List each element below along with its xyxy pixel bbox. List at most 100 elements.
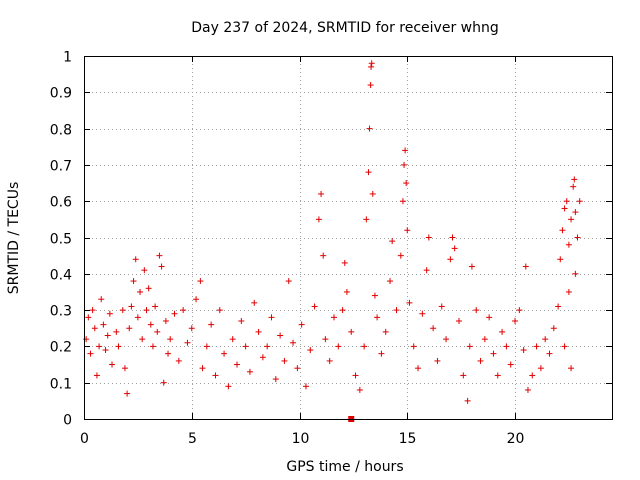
data-point xyxy=(251,299,258,306)
data-point xyxy=(238,317,245,324)
data-point xyxy=(507,361,514,368)
data-point xyxy=(393,307,400,314)
data-point xyxy=(406,299,413,306)
y-axis-label: SRMTID / TECUs xyxy=(6,182,22,295)
data-point xyxy=(486,314,493,321)
data-point xyxy=(109,361,116,368)
data-point xyxy=(546,350,553,357)
data-point xyxy=(320,252,327,259)
data-point xyxy=(171,310,178,317)
data-point xyxy=(193,296,200,303)
y-tick-label: 1 xyxy=(63,50,72,66)
data-point xyxy=(221,350,228,357)
data-point xyxy=(128,303,135,310)
y-tick-label: 0.8 xyxy=(50,123,72,139)
data-point xyxy=(524,386,531,393)
data-point xyxy=(430,325,437,332)
data-point xyxy=(311,303,318,310)
data-point xyxy=(352,372,359,379)
data-point xyxy=(477,357,484,364)
chart-title: Day 237 of 2024, SRMTID for receiver whn… xyxy=(191,20,499,36)
data-point xyxy=(574,234,581,241)
data-point xyxy=(366,125,373,132)
data-point xyxy=(516,307,523,314)
data-point xyxy=(568,216,575,223)
data-point xyxy=(568,365,575,372)
y-tick-label: 0.7 xyxy=(50,159,72,175)
data-point xyxy=(264,343,271,350)
y-tick-label: 0.2 xyxy=(50,340,72,356)
data-point xyxy=(378,350,385,357)
data-point xyxy=(363,216,370,223)
data-point xyxy=(121,365,128,372)
data-point xyxy=(361,343,368,350)
grid-layer xyxy=(84,56,612,419)
data-point xyxy=(570,183,577,190)
data-point xyxy=(449,234,456,241)
data-point xyxy=(443,336,450,343)
data-point xyxy=(145,285,152,292)
data-point xyxy=(561,343,568,350)
y-tick-label: 0 xyxy=(63,413,72,429)
data-point xyxy=(130,278,137,285)
x-tick-label: 10 xyxy=(292,431,310,447)
data-point xyxy=(134,314,141,321)
data-point xyxy=(565,288,572,295)
data-point xyxy=(348,328,355,335)
data-point xyxy=(203,343,210,350)
data-point xyxy=(281,357,288,364)
data-point xyxy=(298,321,305,328)
data-point xyxy=(563,198,570,205)
data-point xyxy=(399,198,406,205)
data-point xyxy=(343,288,350,295)
data-point xyxy=(156,252,163,259)
data-point xyxy=(137,288,144,295)
data-point xyxy=(165,350,172,357)
data-point xyxy=(368,63,375,70)
data-point xyxy=(141,267,148,274)
data-point xyxy=(365,169,372,176)
data-point xyxy=(143,307,150,314)
x-tick-label: 5 xyxy=(188,431,197,447)
data-point xyxy=(98,296,105,303)
data-point xyxy=(272,376,279,383)
data-point xyxy=(374,314,381,321)
data-point xyxy=(216,307,223,314)
data-point xyxy=(371,292,378,299)
data-point xyxy=(555,303,562,310)
data-point xyxy=(542,336,549,343)
data-point xyxy=(455,317,462,324)
data-point xyxy=(335,343,342,350)
data-point xyxy=(162,317,169,324)
data-point xyxy=(561,205,568,212)
data-point xyxy=(537,365,544,372)
data-point xyxy=(565,241,572,248)
data-point xyxy=(268,314,275,321)
y-tick-label: 0.5 xyxy=(50,232,72,248)
x-axis-label: GPS time / hours xyxy=(286,459,403,475)
data-point xyxy=(91,325,98,332)
data-point xyxy=(85,314,92,321)
data-point xyxy=(425,234,432,241)
y-tick-label: 0.4 xyxy=(50,268,72,284)
data-point xyxy=(520,347,527,354)
data-point xyxy=(152,303,159,310)
data-point xyxy=(89,307,96,314)
data-point xyxy=(557,256,564,263)
data-point xyxy=(322,336,329,343)
data-point xyxy=(572,209,579,216)
data-point xyxy=(415,365,422,372)
data-point xyxy=(259,354,266,361)
data-point xyxy=(397,252,404,259)
data-point xyxy=(188,325,195,332)
data-point xyxy=(389,238,396,245)
data-point xyxy=(139,336,146,343)
data-point xyxy=(447,256,454,263)
data-point xyxy=(529,372,536,379)
data-point xyxy=(180,307,187,314)
data-point xyxy=(307,347,314,354)
data-point xyxy=(410,343,417,350)
data-point xyxy=(106,310,113,317)
data-point xyxy=(434,357,441,364)
